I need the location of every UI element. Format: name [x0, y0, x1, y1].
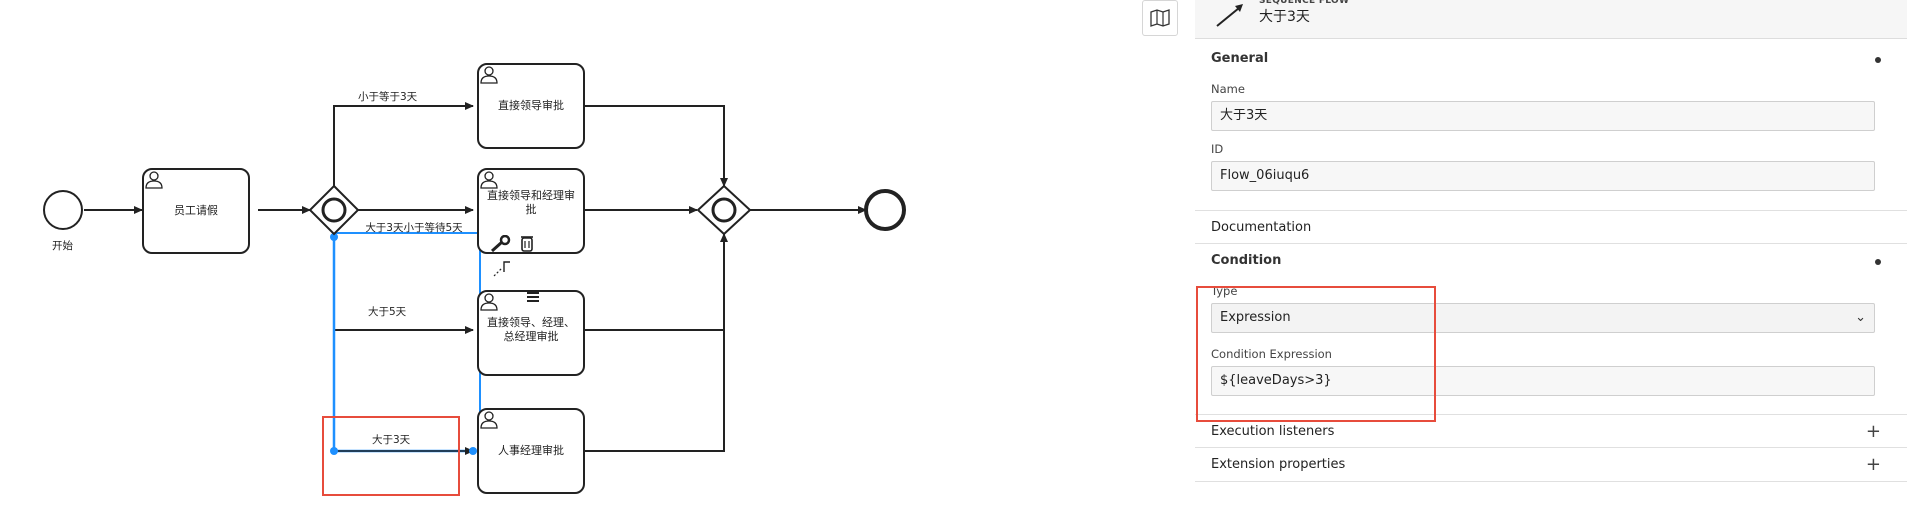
task-label: 直接领导和经理审批 — [487, 189, 575, 216]
user-task-icon — [145, 171, 163, 189]
id-label: ID — [1211, 142, 1224, 156]
connection-preview — [334, 232, 481, 415]
exclusive-gateway-icon[interactable] — [308, 184, 360, 236]
exclusive-gateway-icon[interactable] — [696, 184, 752, 236]
group-status-dot — [1875, 259, 1881, 265]
start-event-label: 开始 — [52, 240, 73, 252]
wrench-icon[interactable] — [490, 235, 512, 253]
waypoint-handle[interactable] — [330, 447, 338, 455]
add-listener-button[interactable]: + — [1865, 421, 1881, 442]
task-hr-manager[interactable]: 人事经理审批 — [477, 408, 585, 494]
trash-icon[interactable] — [520, 234, 534, 252]
sequence-flow-icon — [1216, 4, 1243, 27]
group-extension-properties-header[interactable]: Extension properties + — [1195, 448, 1907, 482]
group-condition-header[interactable]: Condition — [1195, 244, 1907, 278]
properties-panel: SEQUENCE FLOW 大于3天 General Name 大于3天 ID … — [1195, 0, 1907, 517]
task-leader-manager[interactable]: 直接领导和经理审批 — [477, 168, 585, 254]
task-label: 直接领导审批 — [498, 99, 564, 112]
id-field[interactable]: Flow_06iuqu6 — [1211, 161, 1875, 191]
flow-hr-to-join[interactable] — [583, 234, 725, 452]
task-label: 人事经理审批 — [498, 444, 564, 457]
flow-label-le3: 小于等于3天 — [358, 91, 418, 103]
flow-label-gt5: 大于5天 — [368, 306, 407, 318]
user-task-icon — [480, 66, 498, 84]
chevron-down-icon: ⌄ — [1855, 310, 1866, 325]
multi-instance-icon — [527, 292, 539, 302]
task-leave-request[interactable]: 员工请假 — [142, 168, 250, 254]
flow-label-gt3le5: 大于3天小于等待5天 — [365, 222, 463, 234]
group-general-header[interactable]: General — [1195, 42, 1907, 76]
user-task-icon — [480, 171, 498, 189]
user-task-icon — [480, 293, 498, 311]
add-extension-property-button[interactable]: + — [1865, 454, 1881, 475]
connect-icon[interactable] — [492, 256, 514, 278]
condition-type-select[interactable]: Expression ⌄ — [1211, 303, 1875, 333]
highlight-box-flow — [322, 416, 460, 496]
flow-le3[interactable] — [333, 102, 474, 186]
element-type: SEQUENCE FLOW — [1259, 0, 1350, 6]
condition-expression-field[interactable]: ${leaveDays>3} — [1211, 366, 1875, 396]
waypoint-handle[interactable] — [330, 233, 338, 241]
group-status-dot — [1875, 57, 1881, 63]
flow-gm-to-join[interactable] — [583, 233, 728, 331]
element-name: 大于3天 — [1259, 9, 1310, 25]
bpmn-canvas[interactable]: 开始 员工请假 直接领导审批 直接领导和经理审批 直接领导、经理、总经理审批 人… — [0, 0, 1140, 517]
user-task-icon — [480, 411, 498, 429]
panel-header: SEQUENCE FLOW 大于3天 — [1195, 0, 1907, 39]
task-label: 直接领导、经理、总经理审批 — [487, 316, 575, 343]
task-leader-manager-gm[interactable]: 直接领导、经理、总经理审批 — [477, 290, 585, 376]
group-documentation-header[interactable]: Documentation — [1195, 210, 1907, 244]
flow-label-gt3: 大于3天 — [372, 434, 411, 446]
end-event[interactable] — [864, 189, 906, 231]
group-execution-listeners-header[interactable]: Execution listeners + — [1195, 414, 1907, 448]
map-toggle-button[interactable] — [1142, 0, 1178, 36]
start-event[interactable] — [43, 190, 83, 230]
flow-direct-to-join[interactable] — [583, 105, 728, 187]
task-direct-leader[interactable]: 直接领导审批 — [477, 63, 585, 149]
task-label: 员工请假 — [174, 204, 218, 217]
name-field[interactable]: 大于3天 — [1211, 101, 1875, 131]
condition-expression-label: Condition Expression — [1211, 347, 1332, 361]
name-label: Name — [1211, 82, 1245, 96]
highlight-box-condition — [1196, 286, 1436, 422]
waypoint-handle[interactable] — [469, 447, 477, 455]
map-icon — [1150, 9, 1170, 27]
